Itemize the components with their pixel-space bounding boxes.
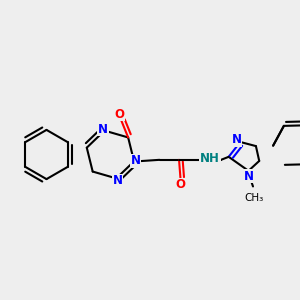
Text: N: N	[130, 154, 140, 167]
Text: NH: NH	[200, 152, 220, 165]
Text: O: O	[176, 178, 185, 191]
Text: N: N	[98, 123, 108, 136]
Text: N: N	[244, 170, 254, 183]
Text: N: N	[113, 174, 123, 187]
Text: CH₃: CH₃	[244, 193, 263, 203]
Text: N: N	[232, 133, 242, 146]
Text: O: O	[114, 108, 124, 121]
